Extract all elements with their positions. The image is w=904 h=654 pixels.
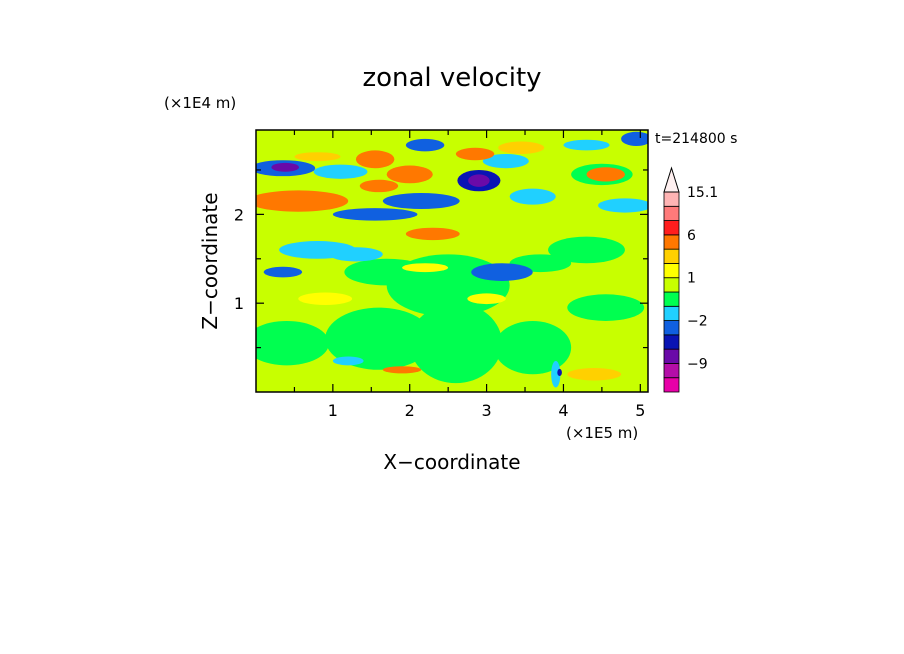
field-contour-13 — [563, 139, 610, 151]
colorbar-extend-triangle — [663, 166, 680, 193]
field-contour-6 — [256, 320, 330, 366]
colorbar-tick-label: −9 — [687, 356, 708, 372]
colorbar-band-3 — [663, 334, 680, 350]
plot-frame — [255, 129, 649, 393]
field-contour-25 — [405, 138, 445, 152]
colorbar-band-9 — [663, 248, 680, 264]
field-contour-5 — [567, 294, 645, 321]
colorbar-band-0 — [663, 377, 680, 393]
field-contour-16 — [329, 247, 383, 262]
field-contour-43 — [468, 174, 490, 187]
colorbar-tick-label: −2 — [687, 314, 708, 330]
x-axis: 1 2 3 4 5 — [293, 130, 645, 420]
field-contour-32 — [359, 179, 399, 193]
colorbar-tick-label: 6 — [687, 228, 696, 244]
field-contour-19 — [298, 292, 353, 305]
colorbar-band-13 — [663, 191, 680, 207]
field-contour-31 — [567, 368, 622, 381]
colorbar-tick-label: 15.1 — [687, 185, 718, 201]
y-tick-label: 2 — [234, 205, 244, 224]
field-contour-38 — [256, 190, 349, 212]
colorbar-band-8 — [663, 263, 680, 279]
x-tick-label: 3 — [481, 401, 491, 420]
colorbar-band-7 — [663, 277, 680, 293]
field-contour-21 — [467, 293, 506, 305]
colorbar-band-10 — [663, 234, 680, 250]
field-contour-20 — [402, 263, 449, 273]
field-contour-27 — [498, 141, 545, 154]
colorbar: 15.1 6 1 −2 −9 — [663, 166, 718, 393]
x-tick-label: 5 — [635, 401, 645, 420]
y-axis-label: Z−coordinate — [198, 192, 222, 329]
colorbar-band-6 — [663, 291, 680, 307]
field-contour-42 — [271, 162, 300, 172]
colorbar-band-1 — [663, 363, 680, 379]
colorbar-band-2 — [663, 348, 680, 364]
y-axis: 12 — [234, 169, 648, 349]
field-contour-40 — [557, 368, 562, 377]
colorbar-band-5 — [663, 305, 680, 321]
field-contour-23 — [294, 152, 341, 162]
field-contour-24 — [332, 208, 418, 221]
x-unit-label: (×1E5 m) — [566, 424, 638, 442]
field-contour-30 — [471, 263, 533, 281]
field-contour-37 — [382, 366, 422, 374]
field-contour-29 — [263, 266, 303, 278]
field-contour-8 — [409, 303, 502, 384]
colorbar-tick-label: 1 — [687, 271, 696, 287]
field-contour-26 — [382, 193, 460, 210]
colorbar-band-4 — [663, 320, 680, 336]
time-label: t=214800 s — [655, 131, 737, 147]
field-contour-39 — [405, 227, 460, 241]
x-tick-label: 4 — [558, 401, 568, 420]
field-contour-12 — [509, 188, 556, 205]
field-contour-18 — [332, 356, 364, 366]
velocity-field — [256, 130, 648, 392]
x-tick-label: 1 — [328, 401, 338, 420]
y-unit-label: (×1E4 m) — [164, 94, 236, 112]
colorbar-band-11 — [663, 220, 680, 236]
x-tick-label: 2 — [405, 401, 415, 420]
field-contour-33 — [386, 165, 433, 184]
chart-title: zonal velocity — [362, 63, 541, 93]
field-contour-17 — [551, 360, 561, 388]
field-contour-11 — [482, 153, 529, 169]
colorbar-band-12 — [663, 205, 680, 221]
field-contour-36 — [586, 167, 625, 182]
field-contour-7 — [325, 307, 433, 370]
y-tick-label: 1 — [234, 294, 244, 313]
field-contour-4 — [548, 236, 625, 264]
field-contour-41 — [355, 150, 395, 169]
field-contour-10 — [313, 164, 368, 179]
x-axis-label: X−coordinate — [383, 450, 520, 474]
field-contour-28 — [621, 131, 648, 146]
field-contour-14 — [598, 198, 648, 213]
field-contour-35 — [455, 147, 495, 161]
field-contour-9 — [494, 320, 572, 375]
